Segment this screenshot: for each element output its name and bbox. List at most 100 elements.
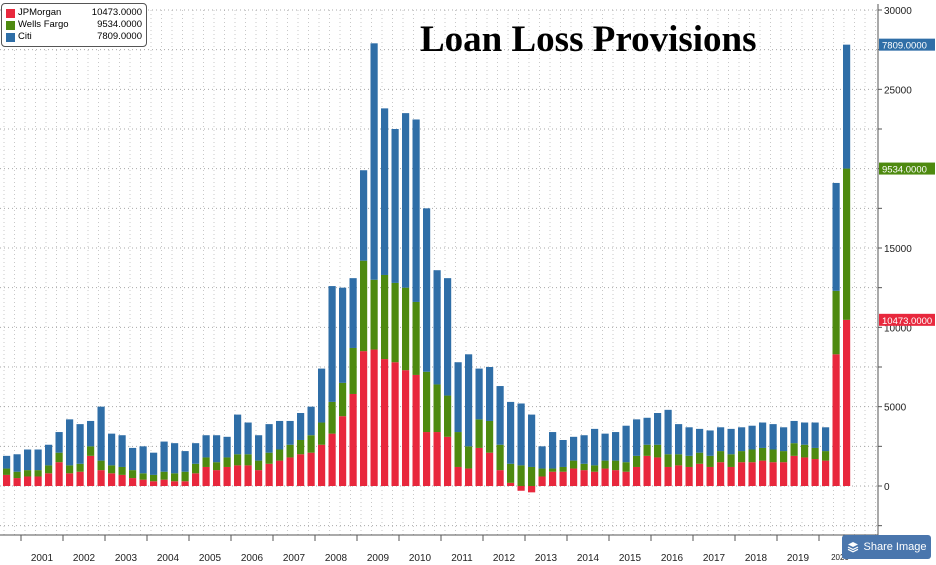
bar-segment-citi bbox=[423, 208, 431, 372]
x-tick-label: 2008 bbox=[325, 553, 348, 564]
bar-segment-wells-fargo bbox=[622, 462, 630, 472]
bar-segment-wells-fargo bbox=[244, 454, 252, 466]
bar-segment-jpmorgan bbox=[507, 482, 515, 486]
bar-segment-wells-fargo bbox=[601, 460, 609, 469]
x-tick-label: 2003 bbox=[115, 553, 138, 564]
bar-segment-citi bbox=[297, 413, 305, 440]
bar-segment-jpmorgan bbox=[601, 468, 609, 486]
bar-segment-jpmorgan bbox=[171, 481, 179, 486]
bar-segment-jpmorgan bbox=[381, 359, 389, 486]
bar-segment-citi bbox=[76, 424, 84, 464]
bar-segment-wells-fargo bbox=[286, 444, 294, 458]
bar-segment-citi bbox=[108, 433, 116, 466]
bar-segment-citi bbox=[265, 424, 273, 453]
bar-segment-jpmorgan bbox=[118, 474, 126, 486]
bar-segment-citi bbox=[360, 170, 368, 261]
bar-segment-jpmorgan bbox=[349, 393, 357, 486]
bar-segment-jpmorgan bbox=[97, 470, 105, 486]
bar-segment-citi bbox=[391, 129, 399, 283]
bar-segment-wells-fargo bbox=[706, 455, 714, 467]
legend-label: Citi bbox=[18, 31, 32, 42]
bar-segment-jpmorgan bbox=[444, 436, 452, 486]
bar-segment-wells-fargo bbox=[475, 419, 483, 448]
bar-segment-wells-fargo bbox=[790, 443, 798, 456]
bar-segment-wells-fargo bbox=[213, 462, 221, 471]
last-value-label: 9534.0000 bbox=[882, 165, 927, 176]
bar-segment-jpmorgan bbox=[832, 354, 840, 486]
bar-segment-jpmorgan bbox=[622, 471, 630, 486]
bar-segment-jpmorgan bbox=[528, 486, 536, 493]
bar-segment-jpmorgan bbox=[234, 465, 242, 486]
bar-segment-wells-fargo bbox=[654, 444, 662, 458]
bar-segment-wells-fargo bbox=[265, 452, 273, 464]
bar-segment-citi bbox=[570, 436, 578, 461]
bar-segment-citi bbox=[591, 428, 599, 466]
bar-segment-citi bbox=[454, 362, 462, 433]
bar-segment-jpmorgan bbox=[769, 462, 777, 486]
bar-segment-citi bbox=[244, 422, 252, 455]
bar-segment-wells-fargo bbox=[769, 449, 777, 463]
bar-segment-citi bbox=[559, 439, 567, 467]
bar-segment-wells-fargo bbox=[349, 347, 357, 394]
bar-segment-jpmorgan bbox=[675, 465, 683, 486]
bar-segment-wells-fargo bbox=[549, 468, 557, 472]
bar-segment-wells-fargo bbox=[811, 447, 819, 460]
legend-value: 7809.0000 bbox=[97, 31, 142, 42]
share-image-button[interactable]: Share Image bbox=[842, 535, 931, 559]
bar-segment-jpmorgan bbox=[517, 486, 525, 491]
x-tick-label: 2007 bbox=[283, 553, 306, 564]
bar-segment-jpmorgan bbox=[370, 349, 378, 486]
bar-segment-citi bbox=[87, 420, 95, 447]
x-tick-label: 2015 bbox=[619, 553, 642, 564]
bar-segment-wells-fargo bbox=[202, 457, 210, 467]
legend-item-wells-fargo: Wells Fargo 9534.0000 bbox=[6, 19, 142, 31]
last-value-callout bbox=[879, 313, 935, 326]
bar-segment-citi bbox=[811, 422, 819, 448]
bar-segment-jpmorgan bbox=[160, 479, 168, 486]
bar-segment-citi bbox=[538, 446, 546, 469]
bar-segment-jpmorgan bbox=[496, 470, 504, 486]
bar-segment-citi bbox=[66, 419, 74, 466]
bar-segment-wells-fargo bbox=[454, 432, 462, 467]
bar-segment-citi bbox=[45, 444, 53, 466]
last-value-callout bbox=[879, 162, 935, 175]
bar-segment-jpmorgan bbox=[55, 462, 63, 486]
bar-segment-jpmorgan bbox=[181, 481, 189, 486]
legend: JPMorgan 10473.0000 Wells Fargo 9534.000… bbox=[1, 3, 147, 47]
bar-segment-citi bbox=[181, 451, 189, 472]
layers-icon bbox=[847, 542, 858, 553]
bar-segment-jpmorgan bbox=[139, 479, 147, 486]
bar-segment-wells-fargo bbox=[822, 451, 830, 461]
legend-label: JPMorgan bbox=[18, 7, 62, 18]
bar-segment-wells-fargo bbox=[591, 465, 599, 472]
bar-segment-wells-fargo bbox=[559, 466, 567, 472]
bar-segment-citi bbox=[55, 432, 63, 453]
bar-segment-jpmorgan bbox=[748, 462, 756, 486]
bar-segment-citi bbox=[97, 406, 105, 461]
bar-segment-jpmorgan bbox=[801, 457, 809, 486]
bar-segment-jpmorgan bbox=[213, 470, 221, 486]
bar-segment-jpmorgan bbox=[318, 444, 326, 486]
bar-segment-wells-fargo bbox=[307, 435, 315, 453]
bar-segment-jpmorgan bbox=[45, 473, 53, 486]
legend-item-citi: Citi 7809.0000 bbox=[6, 31, 142, 43]
bar-segment-wells-fargo bbox=[66, 465, 74, 474]
bar-segment-wells-fargo bbox=[55, 452, 63, 463]
bar-segment-jpmorgan bbox=[685, 466, 693, 486]
x-tick-label: 2010 bbox=[409, 553, 432, 564]
bar-segment-jpmorgan bbox=[486, 452, 494, 486]
bar-segment-wells-fargo bbox=[370, 279, 378, 350]
bar-segment-jpmorgan bbox=[66, 473, 74, 486]
bar-segment-citi bbox=[601, 433, 609, 461]
bar-segment-citi bbox=[528, 414, 536, 467]
bar-segment-citi bbox=[654, 413, 662, 445]
bar-segment-wells-fargo bbox=[528, 466, 536, 486]
bar-segment-wells-fargo bbox=[738, 451, 746, 463]
bar-segment-jpmorgan bbox=[276, 460, 284, 486]
bar-segment-wells-fargo bbox=[423, 371, 431, 433]
bar-segment-citi bbox=[286, 420, 294, 445]
bar-segment-jpmorgan bbox=[538, 476, 546, 486]
bar-segment-wells-fargo bbox=[486, 420, 494, 453]
bar-segment-jpmorgan bbox=[454, 466, 462, 486]
bar-segment-wells-fargo bbox=[381, 274, 389, 360]
